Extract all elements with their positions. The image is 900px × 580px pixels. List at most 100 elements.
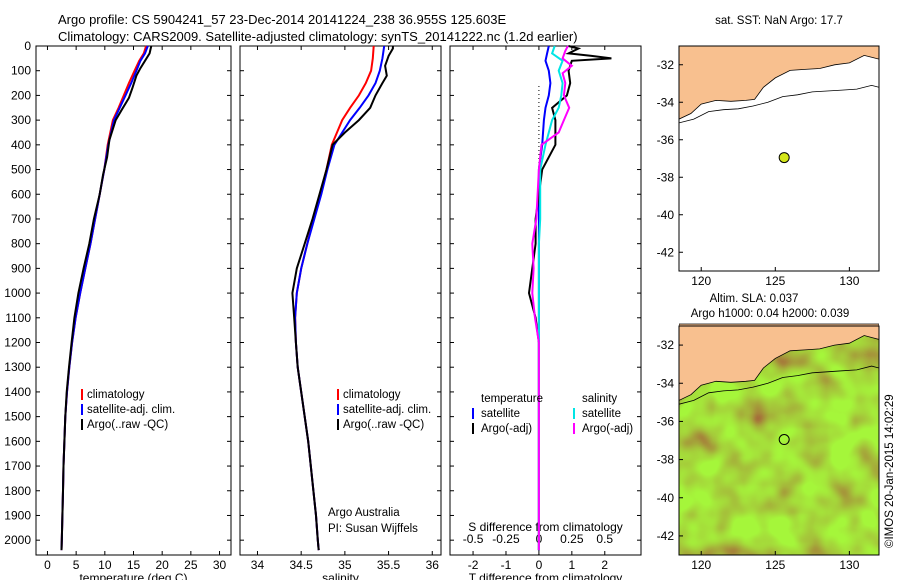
depth-tick-label: 1600 <box>4 434 31 448</box>
depth-tick-label: 1700 <box>4 459 31 473</box>
sst_map-ytick-label: -36 <box>657 133 675 147</box>
depth-tick-label: 400 <box>11 138 31 152</box>
series-line-argo-raw-qc- <box>291 46 394 551</box>
legend-label: satellite-adj. clim. <box>87 404 175 416</box>
legend-label: climatology <box>87 389 145 401</box>
depth-tick-label: 100 <box>11 64 31 78</box>
depth-tick-label: 700 <box>11 212 31 226</box>
difference-xlabel: T difference from climatology <box>469 571 623 580</box>
salinity-diff-label: S difference from climatology <box>468 520 623 534</box>
depth-tick-label: 1200 <box>4 336 31 350</box>
sst_map-ytick-label: -34 <box>657 95 675 109</box>
imos-credit: ©IMOS 20-Jan-2015 14:02:29 <box>884 394 896 548</box>
sst_map-ytick-label: -40 <box>657 208 675 222</box>
annotation-pi: PI: Susan Wijffels <box>328 523 418 535</box>
sla_map-ytick-label: -38 <box>657 453 675 467</box>
sla_map-ytick-label: -32 <box>657 338 675 352</box>
difference-xtick-label: 0 <box>536 558 543 572</box>
difference-xtick-label: 1 <box>569 558 576 572</box>
difference-frame <box>449 45 642 556</box>
depth-tick-label: 1900 <box>4 508 31 522</box>
land-mass <box>679 46 879 120</box>
temperature-xtick-label: 20 <box>155 558 169 572</box>
legend-label: climatology <box>343 389 401 401</box>
series-line-salinity-satellite <box>537 45 564 551</box>
temperature-xtick-label: 5 <box>73 558 80 572</box>
difference-xtick-label: -1 <box>501 558 512 572</box>
sst_map-ytick-label: -38 <box>657 170 675 184</box>
sla_map-xtick-label: 125 <box>765 558 785 572</box>
depth-tick-label: 900 <box>11 261 31 275</box>
sla-map-subtitle: Argo h1000: 0.04 h2000: 0.039 <box>691 308 850 320</box>
sla_map-xtick-label: 120 <box>691 558 711 572</box>
salinity-xtick-label: 36 <box>426 558 440 572</box>
legend-label: satellite <box>481 408 520 420</box>
salinity-xtick-label: 34 <box>251 558 265 572</box>
sst_map-frame <box>678 45 880 272</box>
profile-title: Argo profile: CS 5904241_57 23-Dec-2014 … <box>58 12 507 27</box>
salinity-diff-tick-label: 0.5 <box>596 532 613 546</box>
temperature-xtick-label: 25 <box>184 558 198 572</box>
legend-label: satellite-adj. clim. <box>343 404 431 416</box>
sst_map-ytick-label: -32 <box>657 58 675 72</box>
depth-tick-label: 300 <box>11 113 31 127</box>
depth-contour-line <box>679 365 879 405</box>
argo-float-marker <box>778 152 790 164</box>
depth-contour-line <box>679 84 879 124</box>
sst_map-xtick-label: 120 <box>691 274 711 288</box>
salinity-xtick-label: 34.5 <box>289 558 313 572</box>
depth-tick-label: 2000 <box>4 533 31 547</box>
sla_map-xtick-label: 130 <box>839 558 859 572</box>
sst_map-ytick-label: -42 <box>657 245 675 259</box>
depth-tick-label: 1500 <box>4 410 31 424</box>
legend-label: Argo(..raw -QC) <box>87 419 168 431</box>
temperature-xtick-label: 10 <box>98 558 112 572</box>
annotation-institution: Argo Australia <box>328 507 400 519</box>
legend-title-salinity: salinity <box>582 393 617 405</box>
depth-tick-label: 1300 <box>4 360 31 374</box>
temperature-xtick-label: 30 <box>213 558 227 572</box>
land-mass <box>679 323 879 401</box>
depth-tick-label: 600 <box>11 187 31 201</box>
sla_map-ytick-label: -34 <box>657 376 675 390</box>
sla_map-ytick-label: -36 <box>657 414 675 428</box>
depth-tick-label: 1100 <box>5 311 31 325</box>
depth-tick-label: 1400 <box>4 385 31 399</box>
sla_map-ytick-label: -40 <box>657 491 675 505</box>
salinity-frame <box>239 45 442 556</box>
difference-xtick-label: 2 <box>601 558 608 572</box>
depth-tick-label: 800 <box>11 237 31 251</box>
sst_map-xtick-label: 130 <box>839 274 859 288</box>
temperature-xtick-label: 15 <box>127 558 141 572</box>
sla_map-frame <box>678 325 880 556</box>
depth-tick-label: 500 <box>11 163 31 177</box>
temperature-xtick-label: 0 <box>44 558 51 572</box>
legend-title-temperature: temperature <box>481 393 543 405</box>
salinity-diff-tick-label: -0.5 <box>463 532 484 546</box>
temperature-xlabel: temperature (deg C) <box>79 571 187 580</box>
temperature-frame <box>35 45 232 556</box>
legend-label: satellite <box>582 408 621 420</box>
salinity-xtick-label: 35.5 <box>377 558 401 572</box>
series-line-salinity-argo-adj- <box>531 45 574 551</box>
sst-map-title: sat. SST: NaN Argo: 17.7 <box>715 15 843 27</box>
legend-label: Argo(..raw -QC) <box>343 419 424 431</box>
salinity-xtick-label: 35 <box>338 558 352 572</box>
legend-label: Argo(-adj) <box>481 423 532 435</box>
legend-label: Argo(-adj) <box>582 423 633 435</box>
sla_map-ytick-label: -42 <box>657 529 675 543</box>
salinity-diff-tick-label: 0.25 <box>560 532 584 546</box>
climatology-title: Climatology: CARS2009. Satellite-adjuste… <box>58 29 578 44</box>
argo-float-marker <box>778 434 790 446</box>
salinity-diff-tick-label: -0.25 <box>492 532 520 546</box>
depth-tick-label: 1000 <box>4 286 31 300</box>
series-line-argo-raw-qc- <box>60 45 153 551</box>
sla-map-title: Altim. SLA: 0.037 <box>710 293 799 305</box>
salinity-xlabel: salinity <box>322 571 359 580</box>
depth-tick-label: 1800 <box>4 484 31 498</box>
depth-tick-label: 200 <box>11 88 31 102</box>
sst_map-xtick-label: 125 <box>765 274 785 288</box>
depth-tick-label: 0 <box>24 39 31 53</box>
difference-xtick-label: -2 <box>468 558 479 572</box>
